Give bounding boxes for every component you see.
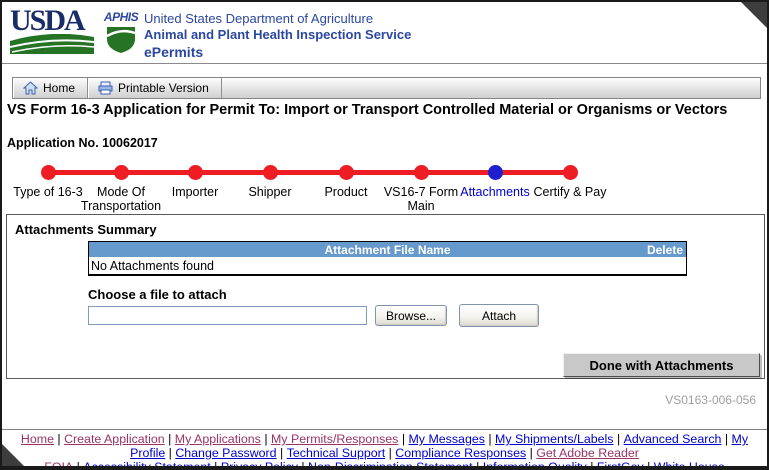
usda-logo-text: USDA [10,4,86,37]
step-type-of-16-3: Type of 16-3 [2,162,96,199]
form-code: VS0163-006-056 [665,393,756,407]
attachments-table-header: Attachment File Name Delete [89,242,686,258]
file-path-input[interactable] [88,306,367,325]
footer-link-home[interactable]: Home [21,432,64,446]
footer-link-technical-support[interactable]: Technical Support [287,446,396,460]
step-dot [187,165,203,180]
footer-link-privacy-policy[interactable]: Privacy Policy [221,460,308,466]
home-button-label: Home [43,81,76,95]
footer-link-my-applications[interactable]: My Applications [175,432,271,446]
step-label: Attachments [460,185,530,199]
step-dot [338,165,354,180]
aphis-shield-icon [106,27,136,53]
stepper-line [48,170,570,175]
step-shipper: Shipper [222,162,318,199]
footer-link-information-quality[interactable]: Information Quality [483,460,597,466]
printable-version-button[interactable]: Printable Version [88,78,222,98]
step-label: Type of 16-3 [13,185,83,199]
home-icon [23,81,38,95]
footer-link-my-permits-responses[interactable]: My Permits/Responses [271,432,409,446]
footer-link-change-password[interactable]: Change Password [175,446,286,460]
footer-link-my-shipments-labels[interactable]: My Shipments/Labels [495,432,624,446]
choose-file-label: Choose a file to attach [88,287,227,302]
footer-link-compliance-responses[interactable]: Compliance Responses [395,446,536,460]
step-vs16-7-form-main: VS16-7 Form Main [373,162,469,213]
step-dot-active [487,165,503,180]
footer-link-accessibility-statement[interactable]: Accessibility Statement [83,460,221,466]
footer-link-my-messages[interactable]: My Messages [408,432,495,446]
footer-link-my-profile[interactable]: My Profile [130,432,748,460]
aphis-logo: APHIS [102,10,140,59]
column-header-file-name: Attachment File Name [324,243,451,257]
step-label: Importer [171,185,219,199]
footer-link-white-house[interactable]: White House [653,460,725,470]
app-name: ePermits [144,44,204,60]
browse-button[interactable]: Browse... [375,305,448,326]
step-label: Mode Of Transportation [80,185,162,213]
step-label: Product [324,185,368,199]
usda-swoosh-icon [9,33,95,54]
footer-links-primary: HomeCreate ApplicationMy ApplicationsMy … [6,432,763,460]
footer: HomeCreate ApplicationMy ApplicationsMy … [2,429,767,470]
page-curl-bottom-left [2,444,24,466]
attachments-table: Attachment File Name Delete No Attachmen… [88,241,687,276]
toolbar: Home Printable Version [12,77,761,99]
usda-logo: USDA [9,4,96,59]
dept-name: United States Department of Agriculture [144,11,374,26]
step-certify-and-pay: Certify & Pay [522,162,618,199]
file-attach-row: Browse... Attach [88,304,540,327]
agency-name: Animal and Plant Health Inspection Servi… [144,27,412,42]
step-attachments-current: Attachments [447,162,543,199]
step-dot [40,165,56,180]
aphis-logo-text: APHIS [103,10,139,24]
page-title: VS Form 16-3 Application for Permit To: … [7,102,728,118]
step-dot [413,165,429,180]
page-curl-top-right [741,2,767,28]
footer-link-firstgov[interactable]: FirstGov [597,460,654,466]
step-label: Certify & Pay [533,185,607,199]
step-label: Shipper [248,185,292,199]
attachments-panel: Attachments Summary Attachment File Name… [6,214,765,379]
progress-stepper: Type of 16-3 Mode Of Transportation Impo… [2,162,767,213]
footer-link-create-application[interactable]: Create Application [64,432,175,446]
step-dot [562,165,578,180]
step-product: Product [298,162,394,199]
done-with-attachments-button[interactable]: Done with Attachments [563,353,760,377]
attach-button[interactable]: Attach [459,304,540,327]
step-mode-of-transportation: Mode Of Transportation [73,162,169,213]
site-header: USDA APHIS United States Department of A… [2,2,767,64]
application-number: Application No. 10062017 [7,136,158,150]
step-dot [113,165,129,180]
footer-link-foia[interactable]: FOIA [44,460,83,466]
toolbar-spacer [222,78,760,98]
section-title: Attachments Summary [15,222,157,237]
footer-link-get-adobe-reader[interactable]: Get Adobe Reader [536,446,639,460]
table-row-empty: No Attachments found [89,258,686,274]
footer-link-advanced-search[interactable]: Advanced Search [624,432,732,446]
footer-link-non-discrimination-statement[interactable]: Non-Discrimination Statement [308,460,483,466]
step-label: VS16-7 Form Main [383,185,459,213]
step-importer: Importer [147,162,243,199]
header-text-block: United States Department of Agriculture … [144,11,411,60]
step-dot [262,165,278,180]
printer-icon [98,81,113,95]
footer-links-secondary: FOIAAccessibility StatementPrivacy Polic… [6,460,763,470]
printable-version-label: Printable Version [118,81,209,95]
home-button[interactable]: Home [13,78,89,98]
column-header-delete: Delete [646,243,683,257]
